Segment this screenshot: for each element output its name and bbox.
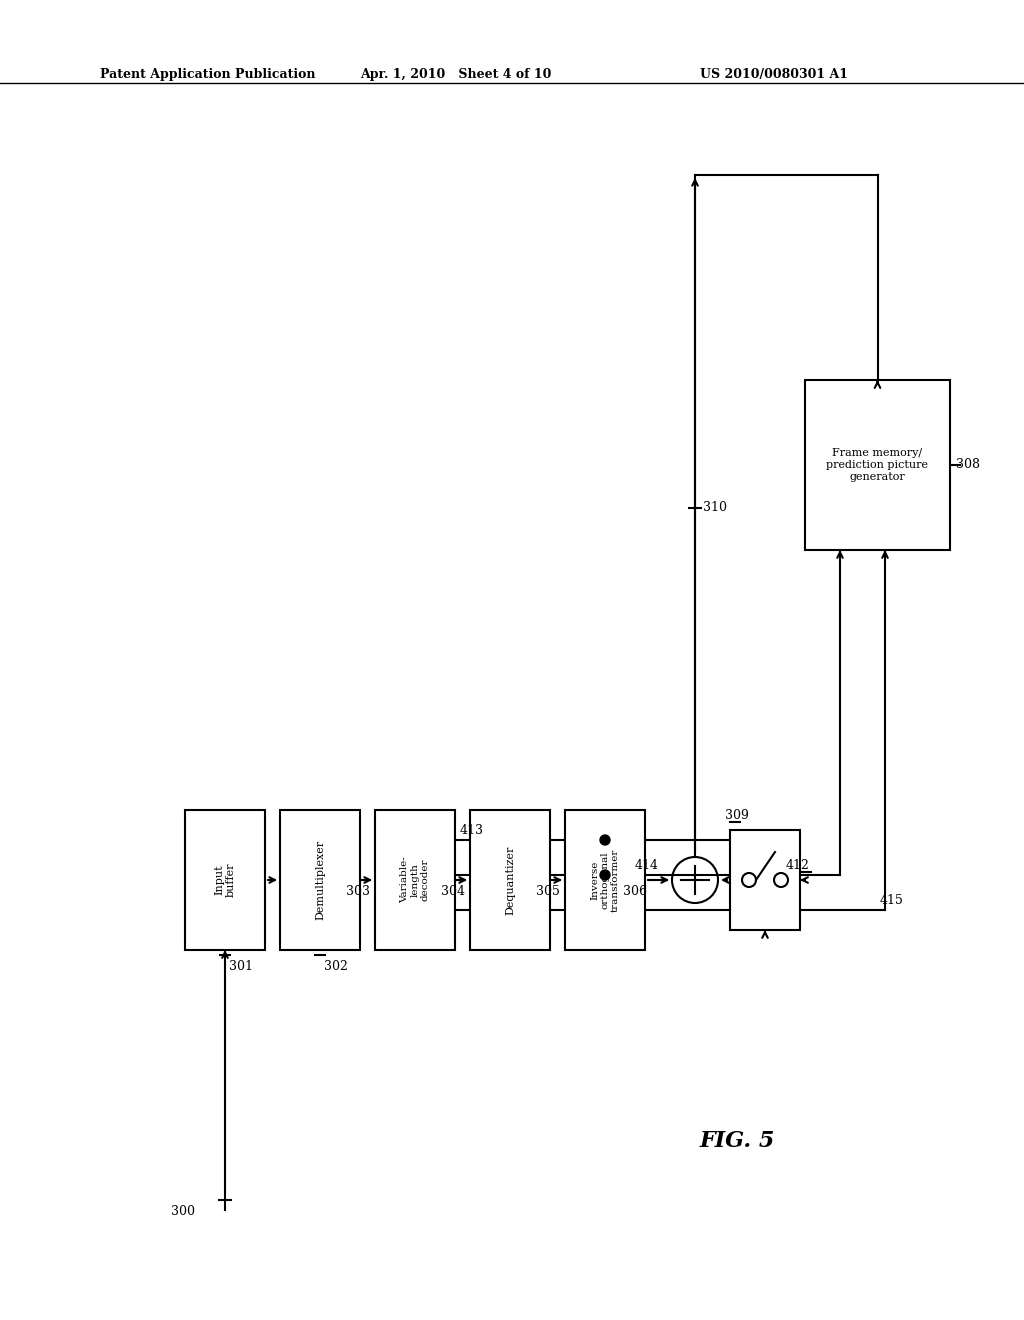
Circle shape	[600, 870, 610, 880]
Text: 306: 306	[623, 884, 647, 898]
Bar	[470, 810, 550, 950]
Circle shape	[600, 836, 610, 845]
Text: 305: 305	[537, 884, 560, 898]
Text: Input
buffer: Input buffer	[214, 863, 236, 898]
Text: 309: 309	[725, 809, 749, 822]
Bar	[280, 810, 360, 950]
Text: 414: 414	[635, 859, 659, 873]
Text: Frame memory/
prediction picture
generator: Frame memory/ prediction picture generat…	[826, 449, 929, 482]
Text: 308: 308	[956, 458, 980, 471]
Bar	[565, 810, 645, 950]
Text: 310: 310	[703, 502, 727, 513]
Bar	[730, 830, 800, 931]
Text: Apr. 1, 2010   Sheet 4 of 10: Apr. 1, 2010 Sheet 4 of 10	[360, 69, 551, 81]
Text: Inverse
orthogonal
transformer: Inverse orthogonal transformer	[590, 849, 620, 912]
Text: FIG. 5: FIG. 5	[700, 1130, 775, 1152]
Text: Demultiplexer: Demultiplexer	[315, 840, 325, 920]
Text: 301: 301	[229, 960, 253, 973]
Bar	[805, 380, 950, 550]
Bar	[185, 810, 265, 950]
Text: 412: 412	[785, 859, 809, 873]
Text: US 2010/0080301 A1: US 2010/0080301 A1	[700, 69, 848, 81]
Text: 413: 413	[460, 824, 484, 837]
Text: 304: 304	[441, 884, 465, 898]
Text: Variable-
length
decoder: Variable- length decoder	[400, 857, 430, 903]
Text: Patent Application Publication: Patent Application Publication	[100, 69, 315, 81]
Text: 300: 300	[171, 1205, 195, 1218]
Text: 415: 415	[880, 894, 904, 907]
Text: Dequantizer: Dequantizer	[505, 845, 515, 915]
Text: 303: 303	[346, 884, 370, 898]
Bar	[375, 810, 455, 950]
Text: 302: 302	[324, 960, 348, 973]
